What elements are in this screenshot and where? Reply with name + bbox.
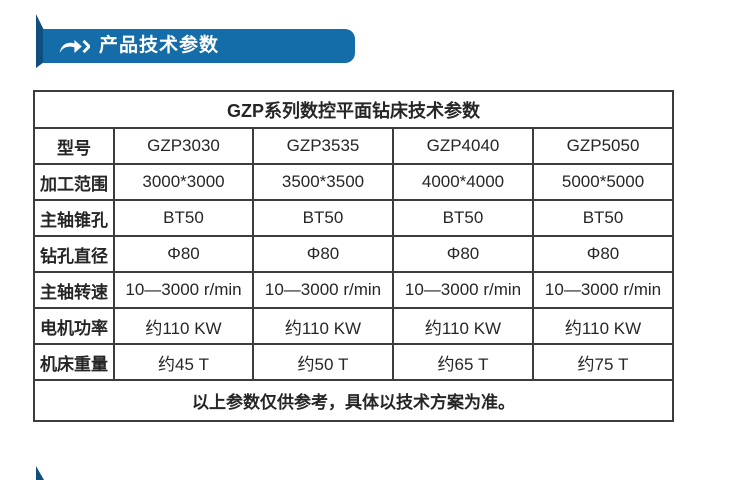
spec-cell: 10—3000 r/min (392, 271, 534, 309)
spec-table: GZP系列数控平面钻床技术参数 型号 GZP3030 GZP3535 GZP40… (32, 90, 675, 422)
section-header-banner: 产品技术参数 (43, 29, 355, 63)
row-label: 加工范围 (33, 163, 115, 201)
row-label: 电机功率 (33, 307, 115, 345)
spec-cell: 约50 T (252, 343, 394, 381)
spec-cell: 约110 KW (252, 307, 394, 345)
spec-cell: Φ80 (113, 235, 254, 273)
spec-cell: 3500*3500 (252, 163, 394, 201)
forward-arrow-icon (58, 37, 90, 56)
ribbon-fold-top (36, 14, 44, 68)
row-label: 主轴锥孔 (33, 199, 115, 237)
spec-cell: 约110 KW (113, 307, 254, 345)
table-row-spindle-speed: 主轴转速 10—3000 r/min 10—3000 r/min 10—3000… (33, 271, 675, 309)
model-cell: GZP5050 (531, 127, 675, 165)
table-footer-note: 以上参数仅供参考，具体以技术方案为准。 (32, 379, 675, 422)
spec-cell: 4000*4000 (392, 163, 534, 201)
table-row-motor-power: 电机功率 约110 KW 约110 KW 约110 KW 约110 KW (33, 307, 675, 345)
spec-cell: Φ80 (531, 235, 675, 273)
spec-cell: BT50 (113, 199, 254, 237)
table-row-model: 型号 GZP3030 GZP3535 GZP4040 GZP5050 (33, 127, 675, 165)
spec-cell: 约110 KW (392, 307, 534, 345)
table-footer-row: 以上参数仅供参考，具体以技术方案为准。 (32, 379, 675, 422)
table-title-row: GZP系列数控平面钻床技术参数 (32, 90, 675, 129)
spec-cell: 5000*5000 (531, 163, 675, 201)
spec-cell: BT50 (252, 199, 394, 237)
spec-cell: 3000*3000 (113, 163, 254, 201)
table-row-spindle-taper: 主轴锥孔 BT50 BT50 BT50 BT50 (33, 199, 675, 237)
table-row-machine-weight: 机床重量 约45 T 约50 T 约65 T 约75 T (33, 343, 675, 381)
spec-cell: Φ80 (252, 235, 394, 273)
spec-cell: 约65 T (392, 343, 534, 381)
row-label-model: 型号 (33, 127, 115, 165)
spec-cell: 约110 KW (531, 307, 675, 345)
section-title: 产品技术参数 (99, 34, 220, 56)
model-cell: GZP3535 (252, 127, 394, 165)
spec-cell: 10—3000 r/min (252, 271, 394, 309)
next-ribbon-fold (36, 466, 44, 480)
spec-cell: 约75 T (531, 343, 675, 381)
row-label: 钻孔直径 (33, 235, 115, 273)
spec-cell: Φ80 (392, 235, 534, 273)
spec-cell: 约45 T (113, 343, 254, 381)
spec-cell: BT50 (531, 199, 675, 237)
spec-cell: 10—3000 r/min (113, 271, 254, 309)
model-cell: GZP3030 (113, 127, 254, 165)
table-row-work-range: 加工范围 3000*3000 3500*3500 4000*4000 5000*… (33, 163, 675, 201)
spec-cell: 10—3000 r/min (531, 271, 675, 309)
model-cell: GZP4040 (392, 127, 534, 165)
table-title: GZP系列数控平面钻床技术参数 (32, 90, 675, 129)
row-label: 主轴转速 (33, 271, 115, 309)
row-label: 机床重量 (33, 343, 115, 381)
spec-cell: BT50 (392, 199, 534, 237)
table-row-drill-diameter: 钻孔直径 Φ80 Φ80 Φ80 Φ80 (33, 235, 675, 273)
